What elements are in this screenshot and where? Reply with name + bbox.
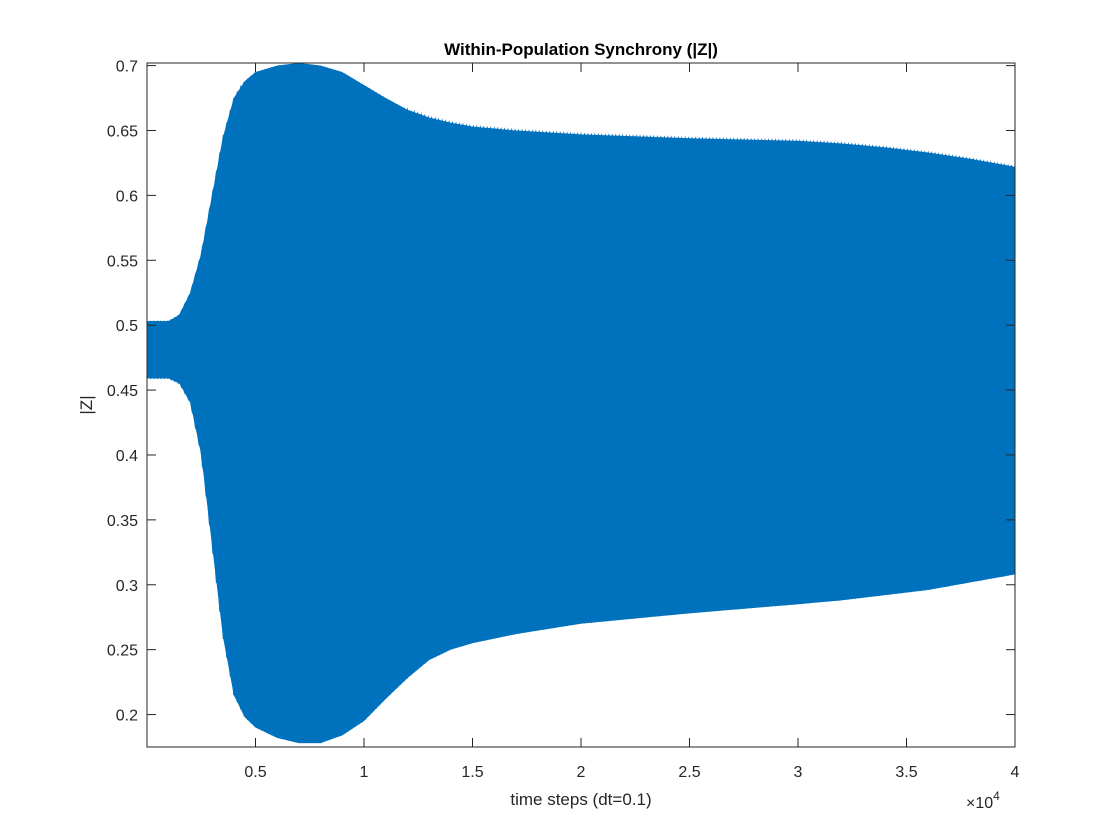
y-tick-label: 0.5 — [116, 318, 138, 335]
y-tick-label: 0.7 — [116, 59, 138, 76]
y-tick-label: 0.55 — [107, 253, 138, 270]
y-tick-label: 0.45 — [107, 383, 138, 400]
x-tick-label: 1 — [360, 764, 369, 781]
y-tick-label: 0.35 — [107, 513, 138, 530]
y-tick-label: 0.4 — [116, 448, 138, 465]
tick-marks: 0.5 1 1.5 2 2.5 3 3.5 4 0.2 0.25 0.3 0.35 0.4 0.45 0.5… — [107, 59, 1020, 781]
series-0-envelope — [147, 63, 1015, 744]
series-0-upper-edge — [146, 62, 1016, 323]
x-tick-label: 4 — [1011, 764, 1020, 781]
x-exponent-power: 4 — [993, 789, 1000, 803]
y-tick-label: 0.25 — [107, 643, 138, 660]
plot-area — [146, 62, 1016, 744]
x-exponent-label: ×104 — [966, 789, 1000, 812]
y-tick-label: 0.3 — [116, 578, 138, 595]
series-0-lower-edge — [146, 375, 1016, 744]
x-tick-label: 2 — [577, 764, 586, 781]
x-tick-label: 2.5 — [678, 764, 700, 781]
x-tick-label: 0.5 — [244, 764, 266, 781]
x-tick-label: 3.5 — [895, 764, 917, 781]
x-tick-label: 3 — [794, 764, 803, 781]
x-exponent-base: ×10 — [966, 795, 993, 812]
y-axis-label: |Z| — [77, 395, 96, 414]
y-tick-label: 0.2 — [116, 708, 138, 725]
y-tick-label: 0.6 — [116, 188, 138, 205]
x-tick-label: 1.5 — [461, 764, 483, 781]
x-axis-label: time steps (dt=0.1) — [510, 790, 651, 809]
y-tick-label: 0.65 — [107, 123, 138, 140]
chart-title: Within-Population Synchrony (|Z|) — [444, 40, 718, 59]
